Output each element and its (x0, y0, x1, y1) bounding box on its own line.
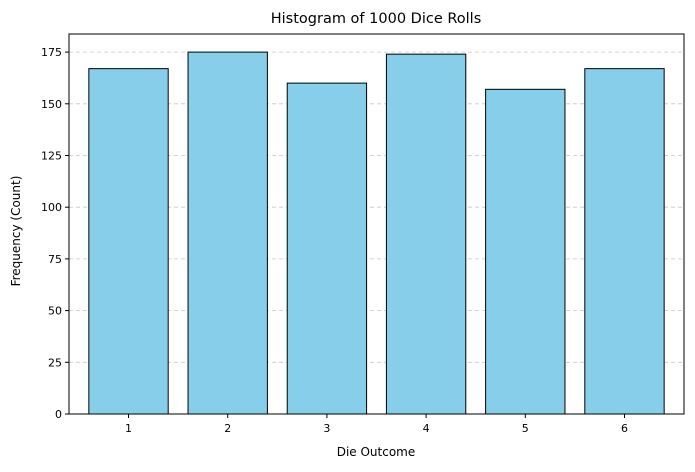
bar-outcome-3 (286, 82, 368, 415)
y-tick-label: 125 (41, 149, 62, 162)
y-tick-label: 75 (48, 253, 62, 266)
y-tick-label: 0 (55, 408, 62, 421)
bar-outcome-2 (187, 51, 268, 415)
chart-title: Histogram of 1000 Dice Rolls (271, 11, 482, 27)
x-tick-label: 1 (125, 422, 132, 435)
x-tick-label: 6 (621, 422, 628, 435)
axes-layer (68, 33, 685, 415)
y-axis-label: Frequency (Count) (9, 176, 23, 287)
y-tick-label: 150 (41, 98, 62, 111)
y-tick-label: 175 (41, 46, 62, 59)
x-tick-label: 5 (522, 422, 529, 435)
y-tick-label: 100 (41, 201, 62, 214)
bar-outcome-5 (485, 88, 566, 415)
y-tick-label: 25 (48, 356, 62, 369)
x-tick-label: 3 (323, 422, 330, 435)
x-tick-label: 2 (224, 422, 231, 435)
plot-frame (68, 33, 685, 415)
bar-outcome-4 (385, 53, 467, 415)
bars-layer (88, 51, 665, 415)
y-tick-label: 50 (48, 305, 62, 318)
ticks-layer: 0 25 50 75 100 125 150 175 1 2 3 4 5 6 (41, 46, 628, 435)
bar-outcome-1 (88, 68, 169, 415)
x-tick-label: 4 (423, 422, 430, 435)
x-axis-label: Die Outcome (337, 445, 416, 459)
bar-outcome-6 (584, 68, 665, 415)
